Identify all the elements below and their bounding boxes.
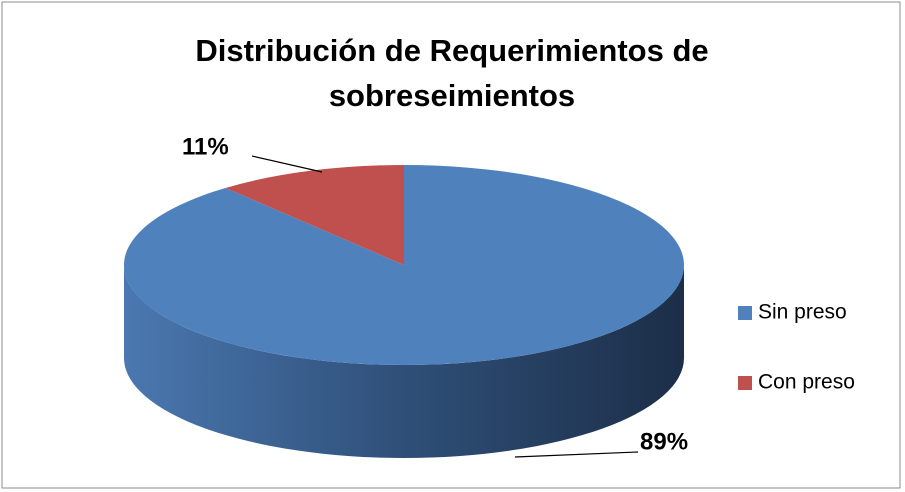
legend-swatch [738,376,752,390]
data-label: 89% [640,428,688,455]
slice-side [124,265,684,458]
legend-label: Sin preso [758,301,847,324]
leader-line [514,451,639,458]
data-label: 11% [182,133,229,160]
chart-title: Distribución de Requerimientos de sobres… [195,33,709,113]
leader-line [251,155,323,173]
pie-slice [123,165,684,458]
slice-top [225,165,404,265]
slice-top [123,165,684,365]
pie-slice [225,165,404,265]
legend-label: Con preso [758,371,855,394]
legend-swatch [738,306,752,320]
